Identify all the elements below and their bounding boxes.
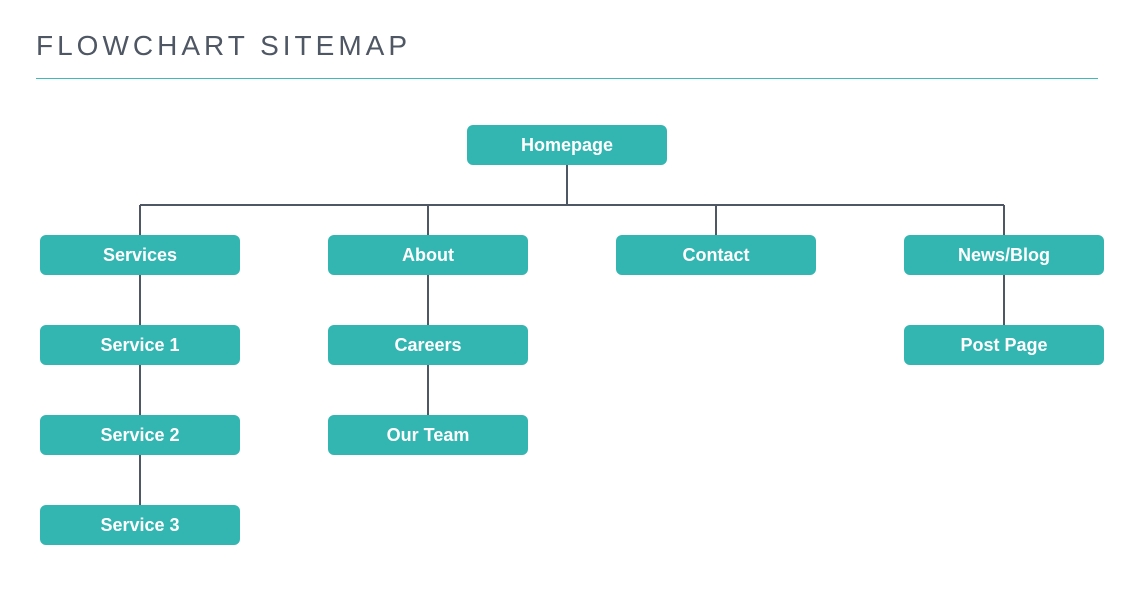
node-label: News/Blog xyxy=(958,245,1050,266)
page-title: FLOWCHART SITEMAP xyxy=(36,30,411,62)
node-about: About xyxy=(328,235,528,275)
node-careers: Careers xyxy=(328,325,528,365)
node-label: Service 2 xyxy=(100,425,179,446)
node-label: Service 3 xyxy=(100,515,179,536)
node-service1: Service 1 xyxy=(40,325,240,365)
node-services: Services xyxy=(40,235,240,275)
node-contact: Contact xyxy=(616,235,816,275)
node-label: Services xyxy=(103,245,177,266)
node-label: Service 1 xyxy=(100,335,179,356)
flowchart-canvas: { "title": { "text": "FLOWCHART SITEMAP"… xyxy=(0,0,1134,600)
node-label: Contact xyxy=(683,245,750,266)
title-divider xyxy=(36,78,1098,79)
node-newsblog: News/Blog xyxy=(904,235,1104,275)
node-label: Homepage xyxy=(521,135,613,156)
node-service2: Service 2 xyxy=(40,415,240,455)
node-label: Our Team xyxy=(387,425,470,446)
node-label: Post Page xyxy=(960,335,1047,356)
node-label: About xyxy=(402,245,454,266)
node-homepage: Homepage xyxy=(467,125,667,165)
node-service3: Service 3 xyxy=(40,505,240,545)
node-ourteam: Our Team xyxy=(328,415,528,455)
node-label: Careers xyxy=(394,335,461,356)
node-postpage: Post Page xyxy=(904,325,1104,365)
